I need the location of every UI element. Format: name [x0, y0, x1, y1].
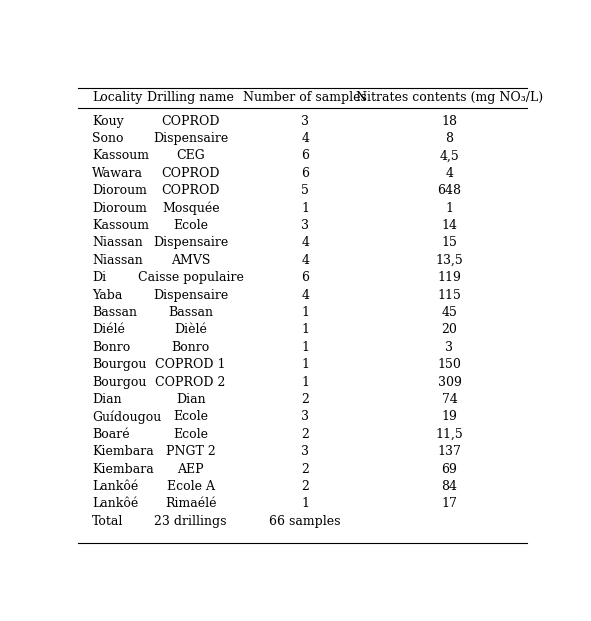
Text: Lankôé: Lankôé: [92, 480, 138, 493]
Text: Dioroum: Dioroum: [92, 184, 147, 197]
Text: Mosquée: Mosquée: [162, 201, 219, 215]
Text: 6: 6: [301, 167, 309, 179]
Text: 3: 3: [301, 219, 309, 232]
Text: Total: Total: [92, 515, 124, 528]
Text: 3: 3: [446, 341, 453, 354]
Text: 5: 5: [301, 184, 309, 197]
Text: Yaba: Yaba: [92, 289, 122, 302]
Text: Di: Di: [92, 271, 106, 284]
Text: COPROD 1: COPROD 1: [155, 358, 226, 371]
Text: AEP: AEP: [177, 463, 204, 476]
Text: 23 drillings: 23 drillings: [154, 515, 227, 528]
Text: 19: 19: [441, 410, 457, 424]
Text: Ecole: Ecole: [173, 428, 208, 441]
Text: 11,5: 11,5: [436, 428, 463, 441]
Text: Sono: Sono: [92, 132, 124, 145]
Text: 4: 4: [301, 289, 309, 302]
Text: 84: 84: [441, 480, 457, 493]
Text: Bassan: Bassan: [92, 306, 137, 319]
Text: Dian: Dian: [92, 393, 122, 406]
Text: Dièlé: Dièlé: [174, 324, 207, 337]
Text: 4: 4: [446, 167, 453, 179]
Text: Guídougou: Guídougou: [92, 410, 161, 424]
Text: AMVS: AMVS: [171, 254, 210, 267]
Text: Boaré: Boaré: [92, 428, 130, 441]
Text: Wawara: Wawara: [92, 167, 143, 179]
Text: 1: 1: [301, 376, 309, 389]
Text: Kassoum: Kassoum: [92, 219, 149, 232]
Text: 119: 119: [437, 271, 462, 284]
Text: 69: 69: [441, 463, 457, 476]
Text: Diélé: Diélé: [92, 324, 125, 337]
Text: 74: 74: [441, 393, 457, 406]
Text: Ecole: Ecole: [173, 410, 208, 424]
Text: 6: 6: [301, 271, 309, 284]
Text: 13,5: 13,5: [436, 254, 463, 267]
Text: Locality: Locality: [92, 91, 142, 104]
Text: 4: 4: [301, 254, 309, 267]
Text: COPROD: COPROD: [161, 184, 220, 197]
Text: Number of samples: Number of samples: [243, 91, 367, 104]
Text: 1: 1: [301, 341, 309, 354]
Text: 3: 3: [301, 114, 309, 127]
Text: COPROD: COPROD: [161, 114, 220, 127]
Text: Ecole: Ecole: [173, 219, 208, 232]
Text: 20: 20: [441, 324, 457, 337]
Text: Kassoum: Kassoum: [92, 150, 149, 162]
Text: 1: 1: [301, 497, 309, 510]
Text: 2: 2: [301, 463, 309, 476]
Text: Bourgou: Bourgou: [92, 376, 147, 389]
Text: Dispensaire: Dispensaire: [153, 237, 228, 250]
Text: 3: 3: [301, 410, 309, 424]
Text: Niassan: Niassan: [92, 254, 143, 267]
Text: 2: 2: [301, 428, 309, 441]
Text: Rimaélé: Rimaélé: [165, 497, 216, 510]
Text: PNGT 2: PNGT 2: [166, 445, 216, 458]
Text: 66 samples: 66 samples: [269, 515, 341, 528]
Text: 18: 18: [441, 114, 457, 127]
Text: Nitrates contents (mg NO₃/L): Nitrates contents (mg NO₃/L): [356, 91, 543, 104]
Text: 309: 309: [437, 376, 462, 389]
Text: Bassan: Bassan: [168, 306, 213, 319]
Text: Ecole A: Ecole A: [167, 480, 215, 493]
Text: 115: 115: [437, 289, 462, 302]
Text: 1: 1: [301, 324, 309, 337]
Text: 1: 1: [301, 306, 309, 319]
Text: 137: 137: [437, 445, 462, 458]
Text: Kiembara: Kiembara: [92, 445, 154, 458]
Text: 4: 4: [301, 237, 309, 250]
Text: 1: 1: [301, 202, 309, 215]
Text: COPROD: COPROD: [161, 167, 220, 179]
Text: Kouy: Kouy: [92, 114, 124, 127]
Text: Dioroum: Dioroum: [92, 202, 147, 215]
Text: 14: 14: [441, 219, 457, 232]
Text: Caisse populaire: Caisse populaire: [138, 271, 243, 284]
Text: Drilling name: Drilling name: [147, 91, 234, 104]
Text: 1: 1: [301, 358, 309, 371]
Text: 8: 8: [446, 132, 453, 145]
Text: Lankôé: Lankôé: [92, 497, 138, 510]
Text: 6: 6: [301, 150, 309, 162]
Text: 150: 150: [437, 358, 462, 371]
Text: Bonro: Bonro: [171, 341, 210, 354]
Text: Kiembara: Kiembara: [92, 463, 154, 476]
Text: 648: 648: [437, 184, 462, 197]
Text: Dispensaire: Dispensaire: [153, 289, 228, 302]
Text: Dian: Dian: [176, 393, 206, 406]
Text: Bonro: Bonro: [92, 341, 131, 354]
Text: Niassan: Niassan: [92, 237, 143, 250]
Text: Bourgou: Bourgou: [92, 358, 147, 371]
Text: 4: 4: [301, 132, 309, 145]
Text: 2: 2: [301, 393, 309, 406]
Text: 17: 17: [441, 497, 457, 510]
Text: 15: 15: [441, 237, 457, 250]
Text: COPROD 2: COPROD 2: [155, 376, 226, 389]
Text: 45: 45: [441, 306, 457, 319]
Text: 3: 3: [301, 445, 309, 458]
Text: 1: 1: [446, 202, 453, 215]
Text: 2: 2: [301, 480, 309, 493]
Text: 4,5: 4,5: [440, 150, 459, 162]
Text: CEG: CEG: [176, 150, 205, 162]
Text: Dispensaire: Dispensaire: [153, 132, 228, 145]
